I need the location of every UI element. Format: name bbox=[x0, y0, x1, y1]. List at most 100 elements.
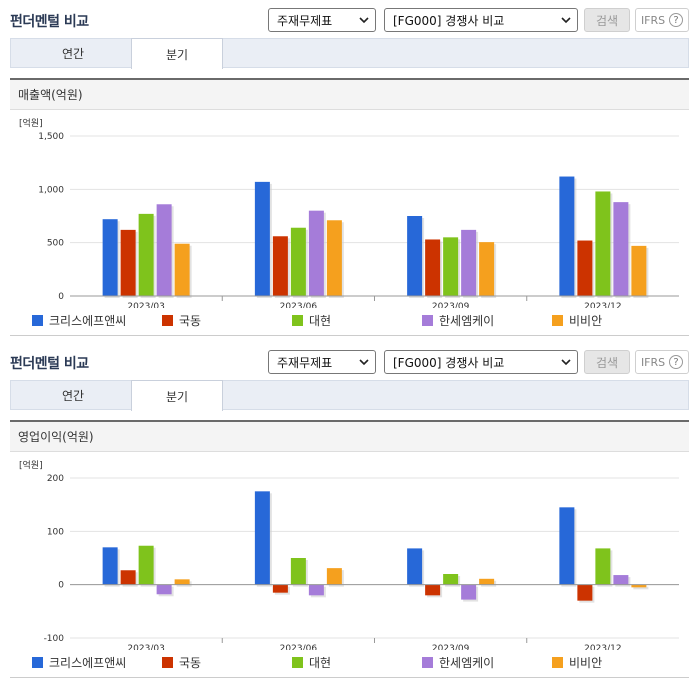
operating-profit-chart-svg: [억원] -100 0 100 200 2023/03 2023/06 2023/09 2023… bbox=[19, 459, 679, 650]
legend-label: 국동 bbox=[179, 656, 202, 670]
revenue-chart: [억원] 0 500 1,000 1,500 2023/03 2023/06 2023/09 2… bbox=[10, 112, 689, 336]
ifrs-label: IFRS bbox=[640, 355, 666, 369]
bar[interactable] bbox=[559, 507, 575, 585]
bar[interactable] bbox=[425, 584, 441, 596]
y-tick-label: 200 bbox=[47, 474, 64, 484]
chevron-down-icon bbox=[561, 359, 571, 366]
question-circle-icon: ? bbox=[669, 13, 684, 27]
y-tick-label: 100 bbox=[47, 527, 64, 537]
legend-item[interactable]: 대현 bbox=[292, 312, 331, 329]
bar[interactable] bbox=[138, 213, 154, 296]
legend-item[interactable]: 비비안 bbox=[552, 312, 602, 329]
bar[interactable] bbox=[479, 578, 495, 585]
legend-item[interactable]: 한세엠케이 bbox=[422, 312, 494, 329]
comparison-group-value: [FG000] 경쟁사 비교 bbox=[393, 355, 505, 370]
search-button[interactable]: 검색 bbox=[584, 8, 630, 32]
bar[interactable] bbox=[174, 579, 190, 585]
tab-annual[interactable]: 연간 bbox=[61, 389, 85, 403]
legend-item[interactable]: 국동 bbox=[162, 312, 201, 329]
x-tick-label: 2023/09 bbox=[432, 302, 470, 308]
x-tick-label: 2023/12 bbox=[584, 644, 621, 650]
period-tabs: 연간 분기 bbox=[10, 38, 689, 69]
bar[interactable] bbox=[120, 570, 136, 585]
bar[interactable] bbox=[156, 204, 172, 296]
legend-item[interactable]: 크리스에프앤씨 bbox=[32, 312, 126, 329]
legend-swatch bbox=[552, 657, 563, 668]
bar[interactable] bbox=[479, 242, 495, 296]
bar[interactable] bbox=[613, 575, 629, 585]
ifrs-help-button[interactable]: IFRS ? bbox=[635, 8, 689, 32]
y-tick-label: 1,500 bbox=[38, 132, 64, 142]
legend-item[interactable]: 비비안 bbox=[552, 654, 602, 671]
legend-item[interactable]: 한세엠케이 bbox=[422, 654, 494, 671]
chevron-down-icon bbox=[359, 17, 369, 24]
legend-swatch bbox=[162, 315, 173, 326]
period-tabs: 연간 분기 bbox=[10, 380, 689, 411]
tab-annual[interactable]: 연간 bbox=[61, 47, 85, 61]
bar[interactable] bbox=[631, 245, 647, 296]
tab-quarterly[interactable]: 분기 bbox=[131, 38, 223, 69]
bar[interactable] bbox=[272, 584, 288, 593]
tab-quarterly[interactable]: 분기 bbox=[131, 380, 223, 411]
statement-type-select[interactable]: 주재무제표 bbox=[268, 350, 376, 374]
panel-title: 펀더멘털 비교 bbox=[10, 356, 89, 372]
bar[interactable] bbox=[120, 229, 136, 296]
y-tick-label: 1,000 bbox=[38, 185, 64, 195]
bar[interactable] bbox=[559, 176, 575, 296]
legend-item[interactable]: 크리스에프앤씨 bbox=[32, 654, 126, 671]
legend-item[interactable]: 국동 bbox=[162, 654, 201, 671]
comparison-group-value: [FG000] 경쟁사 비교 bbox=[393, 13, 505, 28]
bar[interactable] bbox=[156, 584, 172, 595]
x-tick-label: 2023/06 bbox=[280, 644, 318, 650]
bar[interactable] bbox=[254, 181, 270, 296]
bar[interactable] bbox=[461, 584, 477, 600]
bar-shadow bbox=[633, 586, 649, 590]
bar[interactable] bbox=[102, 547, 118, 585]
bar[interactable] bbox=[425, 239, 441, 296]
x-tick-label: 2023/03 bbox=[127, 302, 164, 308]
ifrs-help-button[interactable]: IFRS ? bbox=[635, 350, 689, 374]
panel-title: 펀더멘털 비교 bbox=[10, 14, 89, 30]
legend-swatch bbox=[422, 315, 433, 326]
bar[interactable] bbox=[407, 216, 423, 296]
statement-type-select[interactable]: 주재무제표 bbox=[268, 8, 376, 32]
search-button[interactable]: 검색 bbox=[584, 350, 630, 374]
chart-legend: 크리스에프앤씨 국동 대현 한세엠케이 비비안 bbox=[32, 654, 692, 671]
bar[interactable] bbox=[577, 584, 593, 601]
bar[interactable] bbox=[443, 574, 459, 585]
legend-label: 비비안 bbox=[569, 656, 603, 670]
bar[interactable] bbox=[443, 237, 459, 296]
y-tick-label: 0 bbox=[58, 581, 64, 591]
bar[interactable] bbox=[138, 545, 154, 585]
chevron-down-icon bbox=[561, 17, 571, 24]
operating-profit-chart: [억원] -100 0 100 200 2023/03 2023/06 2023/09 2023… bbox=[10, 454, 689, 678]
bar[interactable] bbox=[407, 548, 423, 585]
bar[interactable] bbox=[290, 227, 306, 296]
bar[interactable] bbox=[308, 584, 324, 596]
section-title: 매출액(억원) bbox=[10, 78, 689, 110]
y-tick-label: 0 bbox=[58, 292, 64, 302]
bar[interactable] bbox=[461, 229, 477, 296]
legend-label: 비비안 bbox=[569, 314, 603, 328]
bar[interactable] bbox=[595, 191, 611, 296]
bar[interactable] bbox=[308, 210, 324, 296]
bar[interactable] bbox=[254, 491, 270, 585]
bar[interactable] bbox=[272, 236, 288, 296]
bar[interactable] bbox=[613, 202, 629, 296]
bar[interactable] bbox=[290, 558, 306, 585]
bar[interactable] bbox=[631, 584, 647, 588]
bar[interactable] bbox=[326, 568, 342, 585]
comparison-group-select[interactable]: [FG000] 경쟁사 비교 bbox=[384, 8, 578, 32]
legend-item[interactable]: 대현 bbox=[292, 654, 331, 671]
bar[interactable] bbox=[595, 548, 611, 585]
question-circle-icon: ? bbox=[669, 355, 684, 369]
y-tick-label: -100 bbox=[44, 634, 65, 644]
legend-swatch bbox=[32, 657, 43, 668]
x-tick-label: 2023/03 bbox=[127, 644, 164, 650]
chart-legend: 크리스에프앤씨 국동 대현 한세엠케이 비비안 bbox=[32, 312, 692, 329]
bar[interactable] bbox=[174, 243, 190, 296]
bar[interactable] bbox=[577, 240, 593, 296]
comparison-group-select[interactable]: [FG000] 경쟁사 비교 bbox=[384, 350, 578, 374]
bar[interactable] bbox=[326, 220, 342, 296]
bar[interactable] bbox=[102, 219, 118, 296]
